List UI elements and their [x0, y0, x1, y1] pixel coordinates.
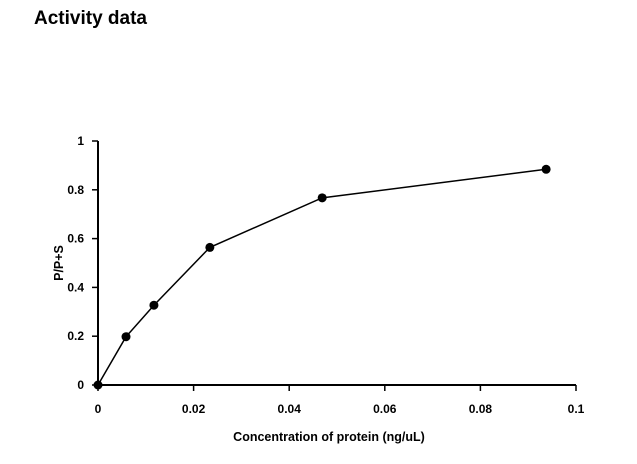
y-tick-label: 0.8: [67, 183, 84, 197]
x-tick-label: 0.08: [469, 402, 493, 416]
y-tick-label: 0.2: [67, 329, 84, 343]
y-tick-label: 0.6: [67, 232, 84, 246]
data-point: [205, 242, 215, 252]
x-axis-label: Concentration of protein (ng/uL): [233, 430, 425, 444]
x-tick-label: 0: [95, 402, 102, 416]
y-axis-label: P/P+S: [52, 245, 66, 281]
y-tick-label: 1: [77, 134, 84, 148]
x-tick-label: 0.04: [278, 402, 302, 416]
data-point: [317, 193, 327, 203]
y-tick-label: 0.4: [67, 280, 84, 294]
y-tick-label: 0: [77, 378, 84, 392]
series-line: [97, 168, 547, 386]
data-point: [121, 332, 131, 342]
x-tick-label: 0.02: [182, 402, 206, 416]
x-tick-label: 0.06: [373, 402, 397, 416]
data-point: [541, 164, 551, 174]
data-point: [93, 380, 103, 390]
chart-title: Activity data: [34, 8, 147, 29]
data-point: [149, 300, 159, 310]
x-tick-label: 0.1: [568, 402, 585, 416]
